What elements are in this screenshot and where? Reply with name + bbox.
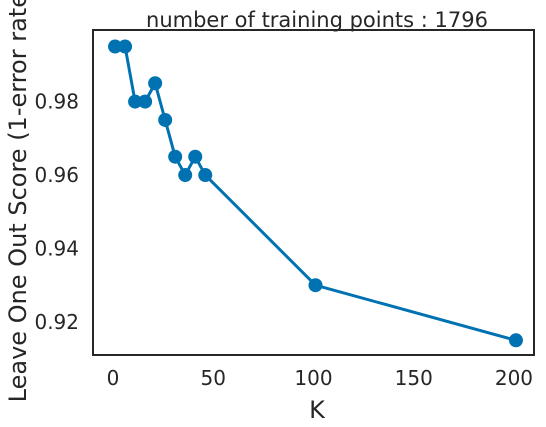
y-tick-label: 0.98 [34,90,79,114]
series-points [108,39,523,348]
x-tick-label: 150 [395,366,433,390]
data-point [168,149,183,164]
y-axis-label: Leave One Out Score (1-error rate) [4,0,32,402]
y-tick-label: 0.96 [34,163,79,187]
data-point [128,94,143,109]
data-point [148,76,163,91]
data-point [138,94,153,109]
data-point [188,149,203,164]
y-ticks: 0.92 0.94 0.96 0.98 [34,90,79,334]
data-point [308,278,323,293]
y-tick-label: 0.92 [34,310,79,334]
x-tick-label: 50 [201,366,226,390]
y-tick-label: 0.94 [34,237,79,261]
series-line [113,45,518,342]
data-point [178,168,193,183]
x-tick-label: 200 [495,366,533,390]
data-point [108,39,123,54]
data-point [158,112,173,127]
x-tick-label: 0 [107,366,120,390]
x-tick-label: 100 [294,366,332,390]
data-point [508,333,523,348]
data-point [118,39,133,54]
x-axis-label: K [309,396,326,424]
chart-title: number of training points : 1796 [146,8,488,32]
x-ticks: 0 50 100 150 200 [107,366,533,390]
data-point [198,168,213,183]
plot-frame [92,29,535,356]
